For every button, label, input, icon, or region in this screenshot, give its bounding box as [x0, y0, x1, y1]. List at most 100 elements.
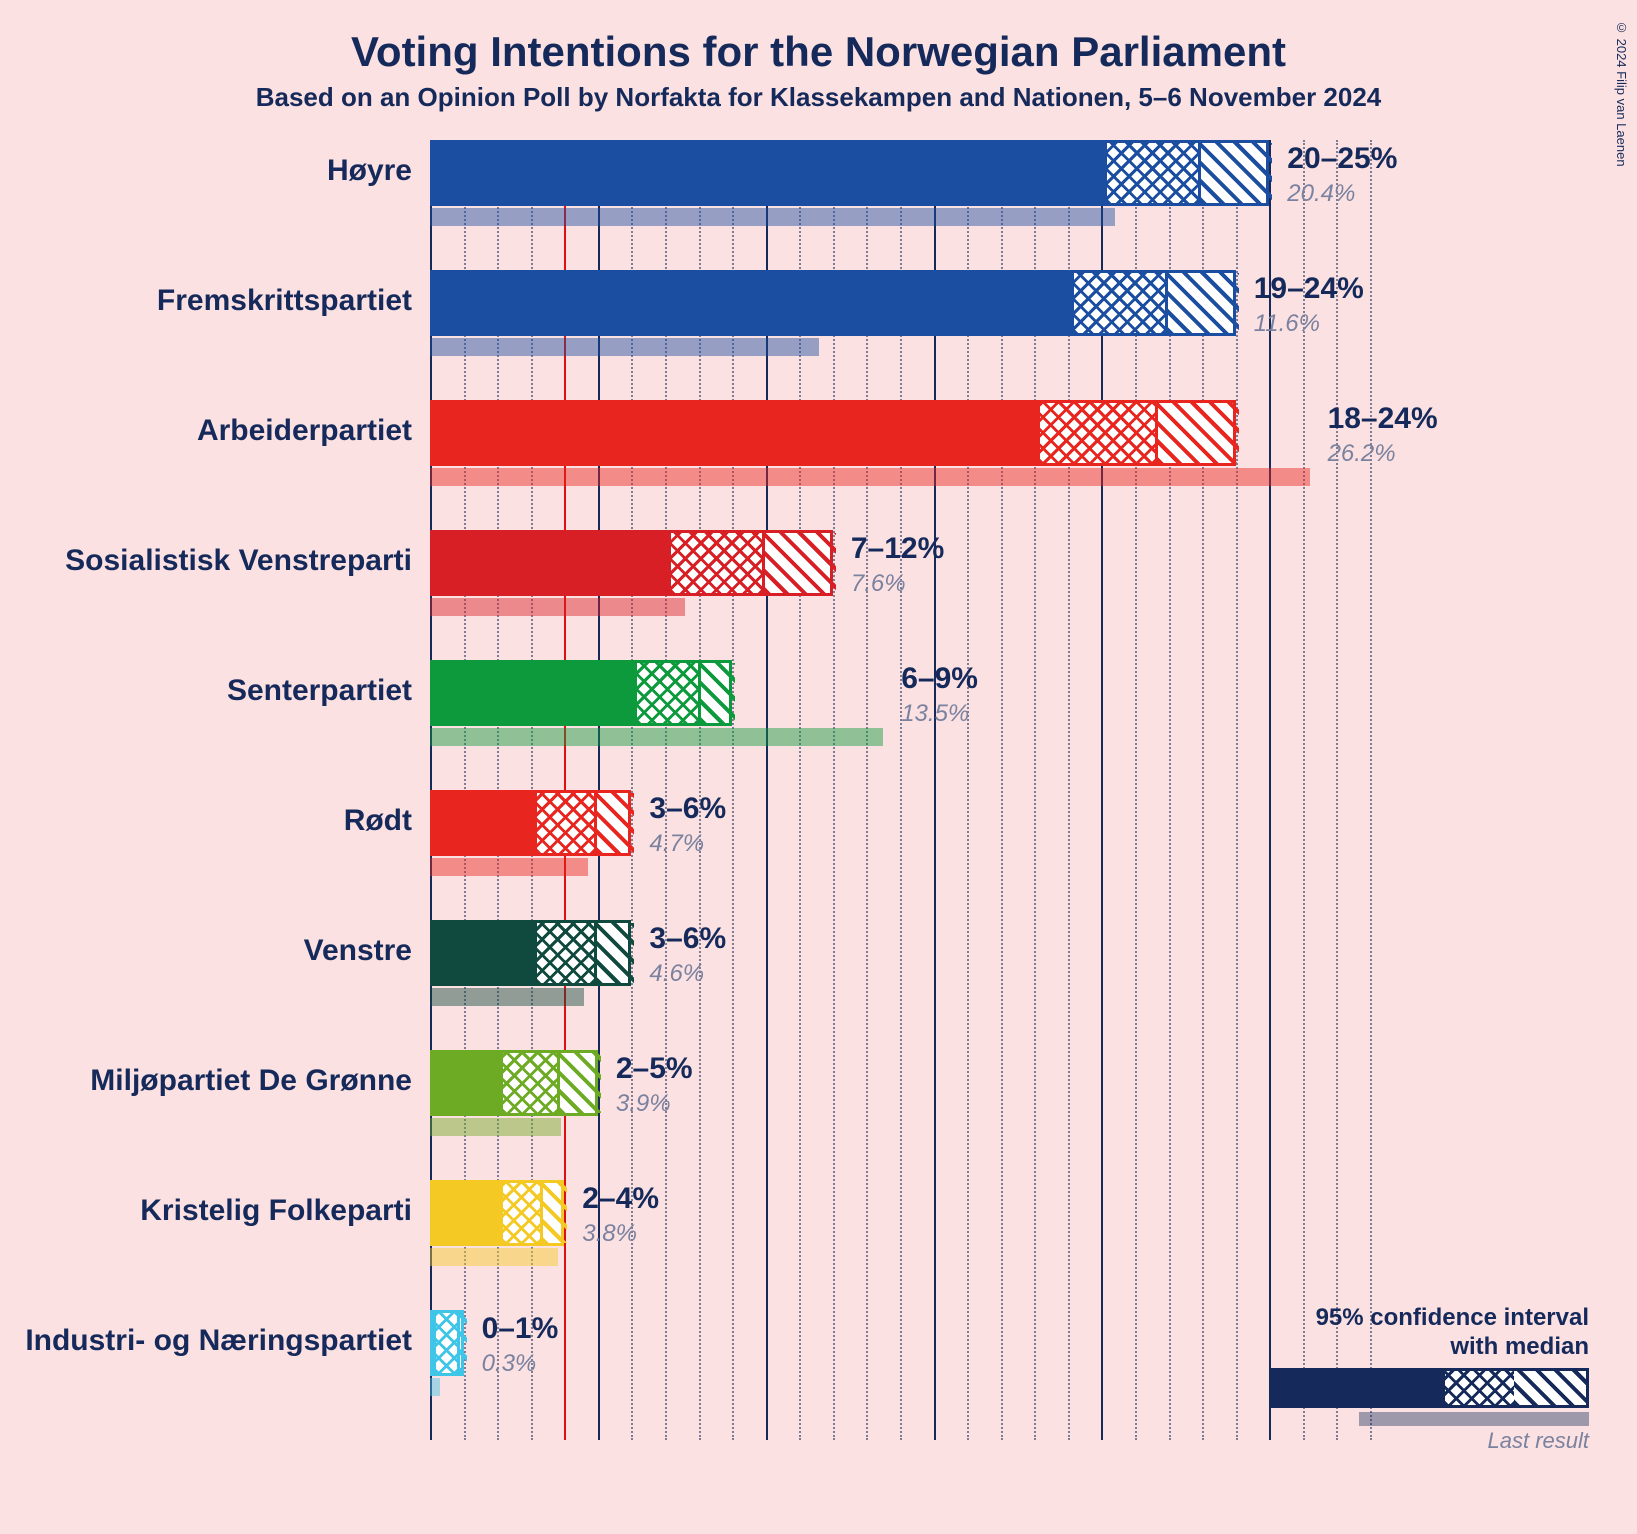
ci-crosshatch-segment: [433, 1313, 457, 1373]
party-name: Miljøpartiet De Grønne: [90, 1064, 412, 1098]
party-name: Kristelig Folkeparti: [140, 1194, 412, 1228]
party-row: Rødt3–6%4.7%: [430, 790, 1370, 920]
range-label: 0–1%: [482, 1312, 559, 1346]
ci-low-segment: [433, 143, 1104, 203]
legend-crosshatch-segment: [1445, 1371, 1514, 1405]
range-label: 3–6%: [649, 922, 726, 956]
legend-diagonal-segment: [1514, 1371, 1586, 1405]
chart-subtitle: Based on an Opinion Poll by Norfakta for…: [0, 76, 1637, 113]
range-label: 6–9%: [901, 662, 978, 696]
ci-diagonal-segment: [557, 1053, 601, 1113]
legend-last-result-bar: [1359, 1412, 1589, 1426]
party-row: Kristelig Folkeparti2–4%3.8%: [430, 1180, 1370, 1310]
party-row: Fremskrittspartiet19–24%11.6%: [430, 270, 1370, 400]
ci-diagonal-segment: [1165, 273, 1239, 333]
ci-diagonal-segment: [457, 1313, 467, 1373]
party-name: Industri- og Næringspartiet: [25, 1324, 412, 1358]
last-result-bar: [430, 598, 685, 616]
range-label: 20–25%: [1287, 142, 1397, 176]
last-result-bar: [430, 988, 584, 1006]
party-name: Senterpartiet: [227, 674, 412, 708]
last-result-label: 0.3%: [482, 1350, 537, 1378]
party-name: Arbeiderpartiet: [197, 414, 412, 448]
ci-low-segment: [433, 923, 534, 983]
party-row: Arbeiderpartiet18–24%26.2%: [430, 400, 1370, 530]
party-name: Venstre: [304, 934, 412, 968]
ci-crosshatch-segment: [1037, 403, 1155, 463]
ci-crosshatch-segment: [668, 533, 762, 593]
range-label: 2–5%: [616, 1052, 693, 1086]
legend-ci-line1: 95% confidence interval: [1316, 1304, 1589, 1331]
legend-solid-segment: [1272, 1371, 1445, 1405]
legend-ci-label: 95% confidence interval with median: [1239, 1304, 1589, 1362]
party-row: Miljøpartiet De Grønne2–5%3.9%: [430, 1050, 1370, 1180]
last-result-bar: [430, 1248, 558, 1266]
ci-low-segment: [433, 793, 534, 853]
last-result-bar: [430, 858, 588, 876]
ci-bar: [430, 140, 1269, 206]
ci-crosshatch-segment: [534, 793, 594, 853]
ci-crosshatch-segment: [500, 1053, 557, 1113]
ci-low-segment: [433, 533, 668, 593]
last-result-label: 20.4%: [1287, 180, 1355, 208]
ci-low-segment: [433, 273, 1071, 333]
ci-low-segment: [433, 1053, 500, 1113]
last-result-label: 26.2%: [1328, 440, 1396, 468]
legend: 95% confidence interval with median Last…: [1239, 1304, 1589, 1454]
range-label: 7–12%: [851, 532, 944, 566]
gridline: [1370, 140, 1372, 1440]
ci-bar: [430, 790, 631, 856]
last-result-bar: [430, 1118, 561, 1136]
party-row: Høyre20–25%20.4%: [430, 140, 1370, 270]
copyright-text: © 2024 Filip van Laenen: [1614, 20, 1629, 167]
range-label: 2–4%: [582, 1182, 659, 1216]
ci-diagonal-segment: [1198, 143, 1272, 203]
ci-bar: [430, 1050, 598, 1116]
ci-bar: [430, 1310, 464, 1376]
ci-bar: [430, 660, 732, 726]
ci-crosshatch-segment: [500, 1183, 540, 1243]
party-row: Industri- og Næringspartiet0–1%0.3%: [430, 1310, 1370, 1440]
legend-last-result-label: Last result: [1239, 1428, 1589, 1454]
last-result-label: 4.7%: [649, 830, 704, 858]
ci-diagonal-segment: [698, 663, 735, 723]
last-result-label: 3.9%: [616, 1090, 671, 1118]
party-row: Sosialistisk Venstreparti7–12%7.6%: [430, 530, 1370, 660]
range-label: 18–24%: [1328, 402, 1438, 436]
last-result-bar: [430, 468, 1310, 486]
ci-diagonal-segment: [594, 923, 634, 983]
party-name: Sosialistisk Venstreparti: [65, 544, 412, 578]
ci-bar: [430, 400, 1236, 466]
last-result-label: 7.6%: [851, 570, 906, 598]
chart-area: Høyre20–25%20.4%Fremskrittspartiet19–24%…: [430, 140, 1370, 1440]
ci-diagonal-segment: [1155, 403, 1239, 463]
legend-ci-bar: [1269, 1368, 1589, 1408]
last-result-label: 4.6%: [649, 960, 704, 988]
legend-ci-line2: with median: [1450, 1333, 1589, 1360]
ci-diagonal-segment: [762, 533, 836, 593]
ci-bar: [430, 530, 833, 596]
ci-diagonal-segment: [540, 1183, 567, 1243]
chart-title: Voting Intentions for the Norwegian Parl…: [0, 0, 1637, 76]
last-result-label: 11.6%: [1254, 310, 1320, 338]
party-name: Høyre: [327, 154, 412, 188]
ci-crosshatch-segment: [634, 663, 698, 723]
ci-diagonal-segment: [594, 793, 634, 853]
last-result-bar: [430, 208, 1115, 226]
ci-crosshatch-segment: [1071, 273, 1165, 333]
ci-bar: [430, 1180, 564, 1246]
range-label: 19–24%: [1254, 272, 1364, 306]
ci-low-segment: [433, 663, 634, 723]
ci-bar: [430, 920, 631, 986]
party-row: Senterpartiet6–9%13.5%: [430, 660, 1370, 790]
last-result-bar: [430, 728, 883, 746]
party-name: Rødt: [344, 804, 412, 838]
ci-low-segment: [433, 1183, 500, 1243]
last-result-bar: [430, 338, 819, 356]
party-name: Fremskrittspartiet: [157, 284, 412, 318]
ci-crosshatch-segment: [1104, 143, 1198, 203]
party-row: Venstre3–6%4.6%: [430, 920, 1370, 1050]
ci-bar: [430, 270, 1236, 336]
last-result-bar: [430, 1378, 440, 1396]
ci-low-segment: [433, 403, 1037, 463]
